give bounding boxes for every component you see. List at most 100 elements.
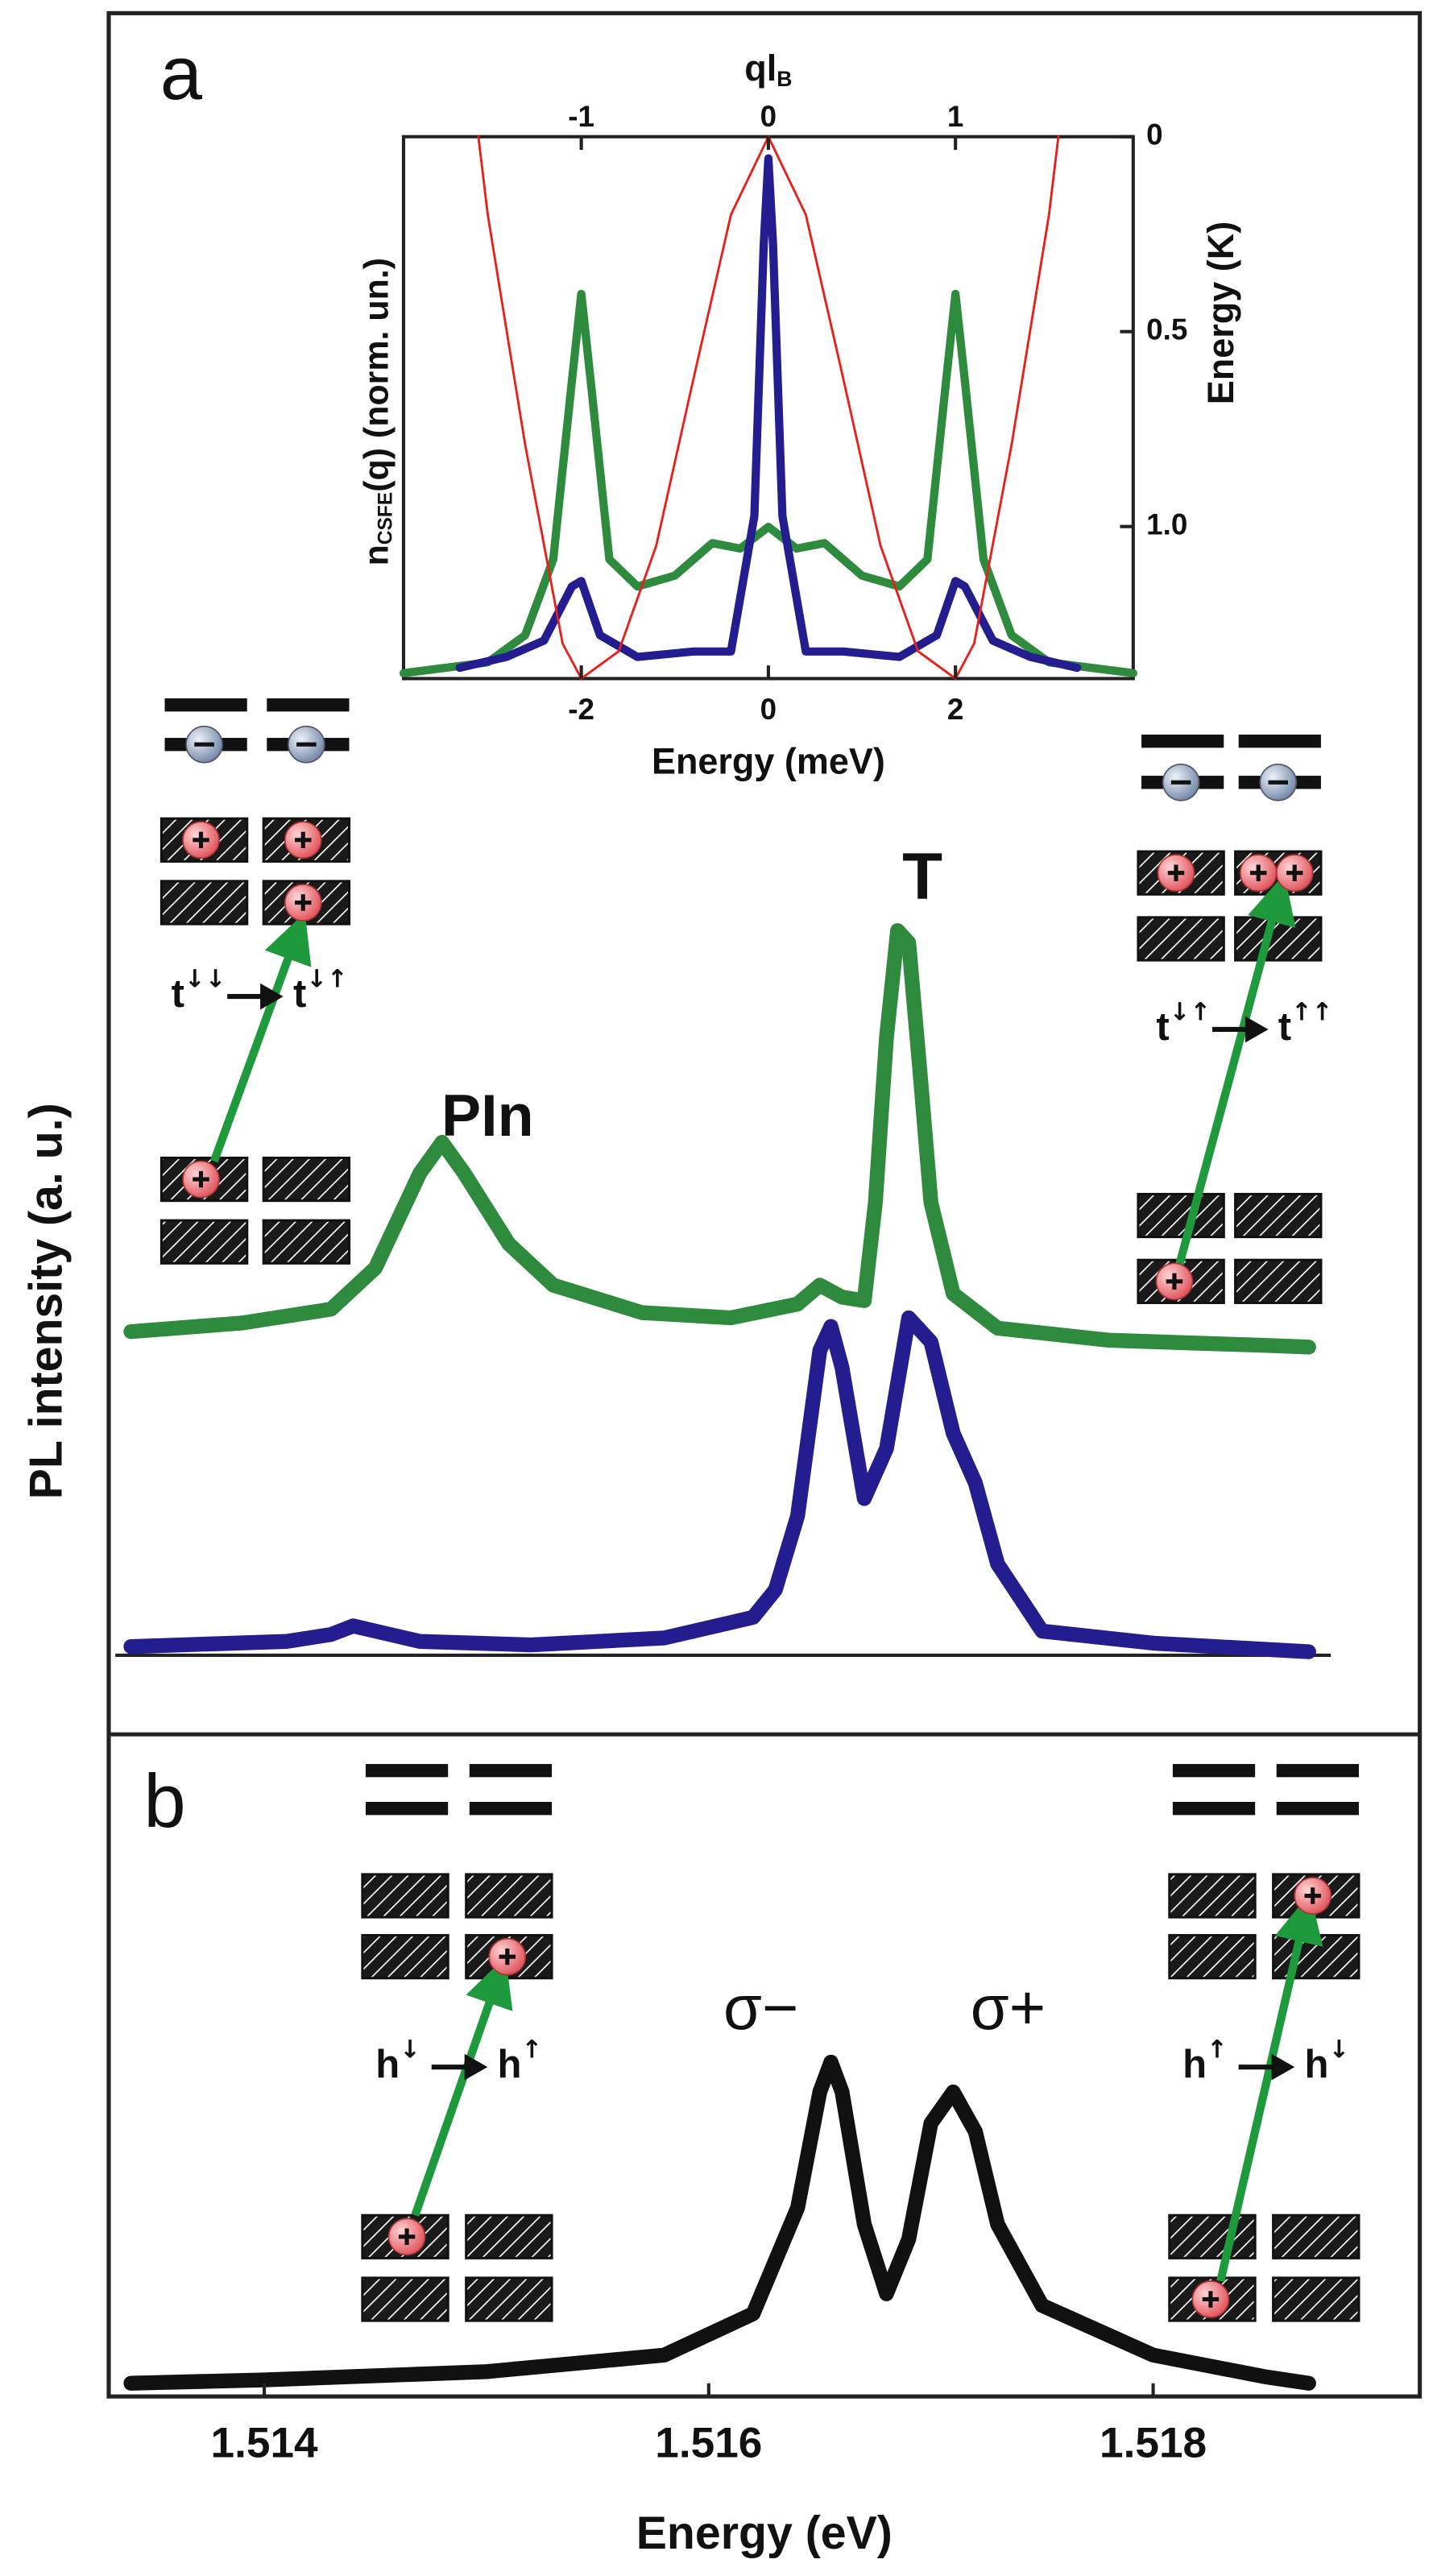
spin-base: t (1278, 1005, 1291, 1049)
panel-label: a (160, 31, 203, 115)
hatched-box (262, 1156, 351, 1203)
spin-base: h (498, 2043, 522, 2086)
spin-state: t↓↑ (293, 965, 348, 1016)
hole-sign (295, 894, 312, 911)
hatched-box (1168, 2214, 1257, 2259)
spin-state: h↑ (1182, 2036, 1228, 2086)
state-arrow-head (260, 983, 284, 1010)
level-bar (469, 1801, 553, 1816)
x2-label-sub: B (777, 67, 792, 91)
x-tick-label: 1.518 (1100, 2420, 1207, 2467)
hatched-box (465, 2276, 553, 2322)
x2-label-main: ql (744, 48, 777, 89)
level-bar (164, 698, 247, 712)
spin-sup: ↓ (1328, 2036, 1349, 2064)
hole-sign (499, 1948, 516, 1965)
hatched-box (465, 2214, 553, 2259)
spin-state: h↓ (375, 2036, 420, 2086)
x2-tick-label: 0 (760, 100, 777, 133)
spin-state: h↑ (498, 2036, 543, 2086)
spin-sup: ↓ (400, 2036, 420, 2064)
level-bar (1172, 1801, 1256, 1816)
hatched-box (1272, 1934, 1361, 1980)
x2-tick-label: -1 (568, 100, 594, 133)
transition-arrow (210, 912, 312, 1163)
spin-state: t↑↑ (1278, 998, 1333, 1049)
hole-sign (1286, 864, 1303, 881)
spin-sup: ↑ (1207, 2036, 1228, 2064)
spin-base: h (375, 2043, 400, 2086)
state-arrow-head (1271, 2053, 1295, 2081)
level-bar (1238, 734, 1321, 748)
spin-sup: ↓↓ (184, 965, 226, 993)
hatched-box (1168, 1934, 1257, 1980)
peak-label: σ+ (971, 1973, 1046, 2043)
hatched-box (159, 1219, 249, 1265)
hatched-box (1137, 1192, 1225, 1239)
x-axis-label: Energy (meV) (652, 741, 885, 782)
hatched-box (361, 1873, 449, 1919)
x-tick-label: -2 (568, 693, 594, 726)
level-bar (267, 698, 350, 712)
hole-sign (193, 831, 209, 849)
spin-sup: ↑↑ (1291, 998, 1332, 1026)
data-line (399, 289, 1137, 677)
spin-base: t (1156, 1005, 1169, 1049)
spin-state: t↓↑ (1156, 998, 1211, 1049)
data-line (123, 2054, 1316, 2391)
hole-sign (193, 1170, 209, 1188)
hole-sign (1167, 864, 1185, 881)
frame (106, 10, 1423, 2399)
hatched-box (262, 1219, 351, 1265)
y-label-main: n (358, 545, 396, 565)
hole-sign (1250, 864, 1267, 881)
peak-label: PIn (441, 1082, 534, 1149)
hatched-box (1272, 2214, 1361, 2259)
transition-arrow (411, 1956, 513, 2217)
data-line (123, 1310, 1316, 1659)
hatched-box (1272, 2276, 1361, 2322)
hatched-box (1137, 916, 1225, 962)
spin-base: t (293, 972, 306, 1016)
level-bar (1141, 734, 1224, 748)
hole-sign (398, 2228, 416, 2246)
y2-axis-label: Energy (K) (1200, 222, 1241, 404)
y2-tick-label: 0.5 (1146, 313, 1187, 346)
level-bar (365, 1763, 449, 1778)
hole-sign (295, 831, 312, 849)
x-tick-label: 1.514 (211, 2420, 318, 2467)
spin-sup: ↓↑ (1170, 998, 1211, 1026)
hole-sign (1304, 1887, 1321, 1904)
level-bar (1276, 1763, 1359, 1778)
hatched-box (1234, 916, 1323, 962)
panel-label: b (143, 1758, 185, 1843)
hatched-box (361, 2276, 449, 2322)
x2-axis-label: qlB (744, 48, 792, 91)
spin-state: h↓ (1304, 2036, 1349, 2086)
spin-sup: ↑ (522, 2036, 543, 2064)
hatched-box (1234, 1258, 1323, 1304)
hatched-box (465, 1873, 553, 1919)
x-tick-label: 0 (760, 693, 777, 726)
hatched-box (1168, 1873, 1257, 1919)
state-arrow-head (1245, 1016, 1269, 1043)
peak-label: T (902, 840, 942, 913)
y2-tick-label: 0 (1146, 118, 1162, 151)
x-tick-label: 1.516 (655, 2420, 762, 2467)
hatched-box (159, 880, 249, 926)
y-label-rest: (q) (norm. un.) (358, 258, 396, 492)
hatched-box (1234, 1192, 1323, 1239)
x-axis-label: Energy (eV) (636, 2508, 893, 2559)
y-axis-label: PL intensity (a. u.) (20, 1103, 72, 1499)
state-arrow-head (464, 2053, 488, 2081)
hole-sign (1166, 1273, 1183, 1290)
data-line (123, 923, 1316, 1355)
transition-arrow (1175, 873, 1296, 1266)
transition-arrow (1216, 1893, 1323, 2283)
hole-sign (1202, 2291, 1220, 2308)
spin-sup: ↓↑ (306, 965, 347, 993)
level-bar (365, 1801, 449, 1816)
